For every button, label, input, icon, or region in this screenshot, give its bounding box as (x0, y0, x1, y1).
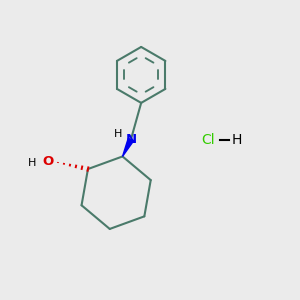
Text: O: O (42, 155, 53, 168)
Text: N: N (125, 133, 136, 146)
Text: H: H (114, 129, 123, 140)
Text: Cl: Cl (202, 133, 215, 147)
Polygon shape (122, 138, 134, 156)
Text: H: H (28, 158, 36, 168)
Text: H: H (232, 133, 242, 147)
